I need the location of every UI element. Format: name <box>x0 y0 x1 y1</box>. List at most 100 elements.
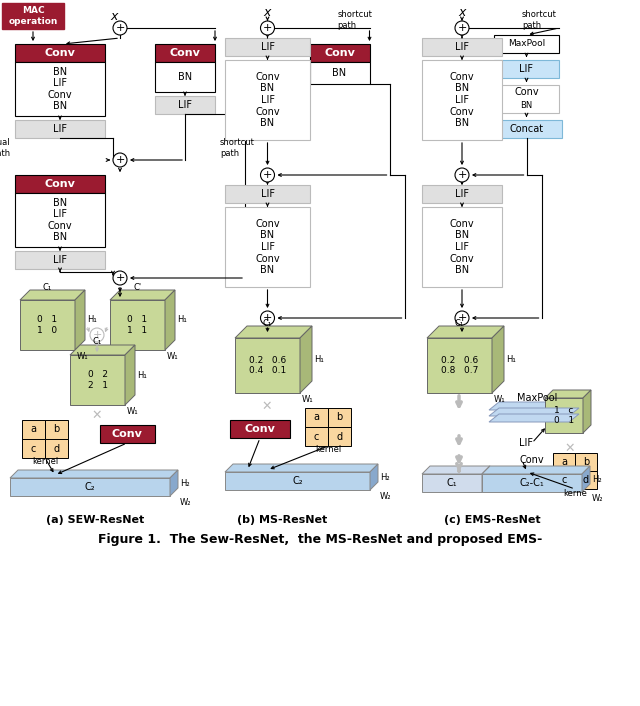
Bar <box>22 420 45 439</box>
Text: W₁: W₁ <box>127 407 139 416</box>
Text: Conv
BN
LIF
Conv
BN: Conv BN LIF Conv BN <box>255 219 280 275</box>
Text: 0   2
2   1: 0 2 2 1 <box>88 371 108 390</box>
Bar <box>491 120 562 138</box>
Bar <box>310 62 369 84</box>
Text: C': C' <box>133 282 141 292</box>
Bar <box>15 251 105 269</box>
Polygon shape <box>225 464 378 472</box>
Text: +: + <box>458 23 467 33</box>
Bar <box>310 44 369 62</box>
Bar <box>553 471 575 489</box>
Text: a: a <box>561 457 567 467</box>
Polygon shape <box>70 345 135 355</box>
Text: Conv
BN
LIF
Conv
BN: Conv BN LIF Conv BN <box>450 219 474 275</box>
Bar <box>422 185 502 203</box>
Text: C₁: C₁ <box>93 337 102 347</box>
Text: +: + <box>115 273 125 283</box>
Text: (b) MS-ResNet: (b) MS-ResNet <box>237 515 328 525</box>
Text: BN: BN <box>332 68 347 78</box>
Text: shortcut
path: shortcut path <box>337 11 372 30</box>
Text: +: + <box>92 330 102 340</box>
Bar <box>575 453 597 471</box>
Bar <box>422 60 502 140</box>
Polygon shape <box>489 408 579 416</box>
Text: C₂: C₂ <box>84 482 95 492</box>
Bar <box>235 338 300 393</box>
Text: H₂: H₂ <box>592 474 602 484</box>
Text: MaxPool: MaxPool <box>508 40 545 49</box>
Polygon shape <box>235 326 312 338</box>
Text: kernel: kernel <box>315 445 341 455</box>
Text: W₂: W₂ <box>592 494 604 503</box>
Bar <box>45 439 68 458</box>
Circle shape <box>455 21 469 35</box>
Bar <box>70 355 125 405</box>
Circle shape <box>113 271 127 285</box>
Text: C₂: C₂ <box>292 476 303 486</box>
Text: c: c <box>561 475 566 485</box>
Polygon shape <box>482 466 590 474</box>
Text: Conv: Conv <box>519 455 543 465</box>
Polygon shape <box>110 290 175 300</box>
Circle shape <box>90 328 104 342</box>
Text: (a) SEW-ResNet: (a) SEW-ResNet <box>46 515 144 525</box>
Polygon shape <box>583 390 591 433</box>
Text: Conv: Conv <box>45 179 76 189</box>
Bar <box>225 60 310 140</box>
Bar <box>225 472 370 490</box>
Polygon shape <box>545 390 591 398</box>
Text: BN
LIF
Conv
BN: BN LIF Conv BN <box>48 198 72 242</box>
Bar <box>553 453 575 471</box>
Bar <box>2 3 64 29</box>
Bar <box>305 427 328 446</box>
Text: Conv: Conv <box>45 48 76 58</box>
Text: +: + <box>263 313 272 323</box>
Text: Conv: Conv <box>244 424 275 434</box>
Text: H₁: H₁ <box>177 316 187 325</box>
Polygon shape <box>125 345 135 405</box>
Bar <box>225 185 310 203</box>
Text: Conv: Conv <box>111 429 143 439</box>
Polygon shape <box>582 466 590 492</box>
Circle shape <box>260 168 275 182</box>
Text: x: x <box>110 9 118 23</box>
Text: d: d <box>53 443 60 453</box>
Text: LIF: LIF <box>519 438 533 448</box>
Polygon shape <box>370 464 378 490</box>
Text: Conv: Conv <box>514 87 539 97</box>
Text: ✕: ✕ <box>564 441 575 455</box>
Polygon shape <box>422 466 490 474</box>
Text: ✕: ✕ <box>92 409 102 421</box>
Polygon shape <box>482 466 490 492</box>
Bar <box>45 420 68 439</box>
Text: Conv: Conv <box>324 48 355 58</box>
Circle shape <box>113 153 127 167</box>
Text: d: d <box>583 475 589 485</box>
Text: Conv
BN
LIF
Conv
BN: Conv BN LIF Conv BN <box>255 72 280 128</box>
Text: H₂: H₂ <box>380 472 390 481</box>
Text: +: + <box>115 155 125 165</box>
Text: BN: BN <box>178 72 192 82</box>
Text: Figure 1.  The Sew-ResNet,  the MS-ResNet and proposed EMS-: Figure 1. The Sew-ResNet, the MS-ResNet … <box>98 534 542 546</box>
Bar <box>15 44 105 62</box>
Text: H₁: H₁ <box>137 371 147 380</box>
Text: LIF: LIF <box>455 42 469 52</box>
Text: Conv
BN
LIF
Conv
BN: Conv BN LIF Conv BN <box>450 72 474 128</box>
Polygon shape <box>489 414 579 422</box>
Text: LIF: LIF <box>53 124 67 134</box>
Text: kerne: kerne <box>563 489 587 498</box>
Bar <box>494 60 559 78</box>
Bar <box>305 408 328 427</box>
Text: BN: BN <box>520 100 532 109</box>
Polygon shape <box>10 470 178 478</box>
Polygon shape <box>75 290 85 350</box>
Bar <box>225 207 310 287</box>
Text: W₁: W₁ <box>77 352 88 361</box>
Bar <box>328 427 351 446</box>
Text: +: + <box>458 313 467 323</box>
Bar <box>494 85 559 113</box>
Text: MAC
operation: MAC operation <box>8 6 58 25</box>
Bar <box>494 35 559 53</box>
Text: MaxPool: MaxPool <box>517 393 557 403</box>
Bar <box>15 193 105 247</box>
